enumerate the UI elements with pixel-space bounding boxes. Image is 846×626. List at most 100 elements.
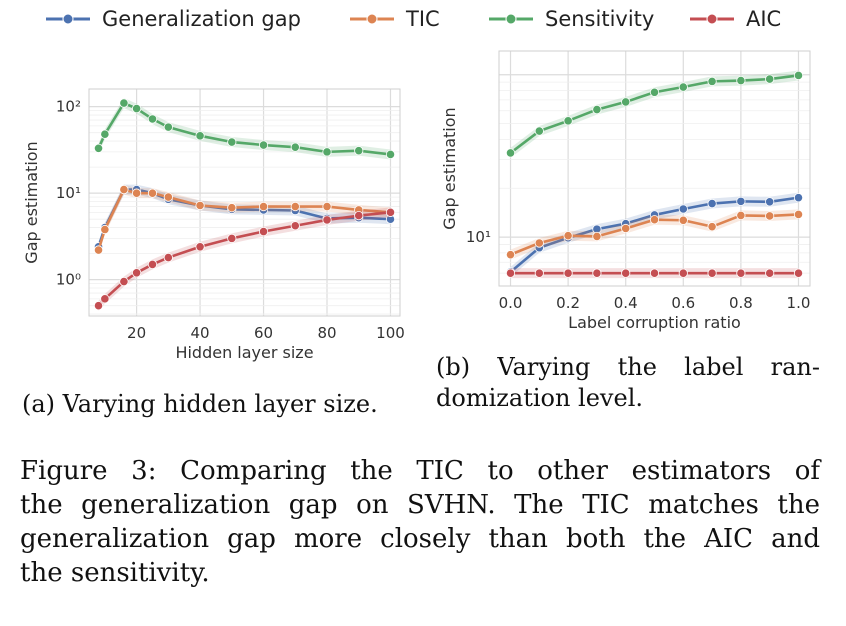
data-point	[119, 276, 129, 287]
data-point	[195, 242, 205, 252]
y-tick-label: 10²	[56, 98, 81, 116]
data-point	[649, 268, 660, 278]
data-point	[678, 82, 688, 92]
data-point	[534, 268, 544, 278]
data-point	[132, 188, 142, 198]
figure-caption-line: the sensitivity.	[20, 558, 210, 588]
data-point	[707, 222, 717, 232]
data-point	[290, 142, 300, 152]
data-point	[707, 268, 717, 278]
data-point	[678, 204, 688, 214]
data-point	[290, 201, 300, 212]
data-point	[563, 116, 573, 126]
x-tick-label: 0.6	[671, 294, 695, 312]
plot-frame	[498, 50, 811, 287]
data-point	[563, 268, 573, 278]
figure-caption: Figure 3: Comparing the TIC to other est…	[20, 454, 820, 590]
chart-panel-b: 0.0 0.2 0.4 0.6 0.8 1.0 10¹ Label corruption ra…	[440, 50, 811, 332]
y-tick-label: 10¹	[56, 184, 81, 202]
data-point	[505, 268, 516, 278]
data-point	[736, 76, 746, 86]
data-point	[649, 215, 660, 225]
data-point	[505, 148, 516, 158]
data-point	[163, 122, 173, 132]
legend-marker-icon	[690, 13, 734, 25]
data-point	[100, 129, 110, 139]
x-tick-label: 1.0	[787, 294, 811, 312]
data-point	[736, 196, 746, 206]
legend-label: Generalization gap	[102, 7, 301, 31]
series-band	[98, 184, 391, 256]
data-point	[621, 223, 631, 234]
data-point	[621, 97, 631, 107]
data-point	[765, 268, 775, 278]
data-point	[322, 215, 332, 225]
x-tick-label: 100	[376, 324, 405, 342]
x-tick-label: 80	[317, 324, 336, 342]
legend-item-generalization-gap: Generalization gap	[46, 6, 301, 32]
data-point	[258, 201, 269, 212]
y-axis-label: Gap estimation	[22, 141, 41, 263]
x-tick-label: 40	[191, 324, 210, 342]
data-point	[195, 131, 205, 141]
data-point	[736, 268, 746, 278]
legend-item-sensitivity: Sensitivity	[489, 6, 654, 32]
figure-caption-line: Figure 3: Comparing the TIC to other est…	[20, 456, 820, 486]
x-axis-label: Label corruption ratio	[568, 313, 741, 332]
legend-label: Sensitivity	[545, 7, 655, 31]
y-tick-label: 10⁰	[56, 271, 81, 289]
data-point	[707, 76, 717, 86]
y-axis-label: Gap estimation	[440, 107, 459, 229]
data-point	[592, 104, 602, 115]
data-point	[678, 215, 688, 225]
legend-label: AIC	[746, 7, 782, 31]
data-point	[592, 268, 602, 278]
legend-marker-icon	[46, 13, 90, 25]
x-tick-label: 60	[254, 324, 273, 342]
data-point	[707, 198, 717, 209]
legend-marker-icon	[350, 13, 394, 25]
data-point	[793, 268, 804, 278]
data-point	[100, 224, 110, 235]
plot-area	[89, 89, 400, 316]
figure-caption-line: generalization gap more closely than bot…	[20, 524, 820, 554]
subcaption-b: (b) Varying the label ran- domization le…	[436, 352, 820, 414]
data-point	[765, 211, 775, 221]
data-point	[505, 250, 516, 260]
subcaption-a: (a) Varying hidden layer size.	[22, 390, 378, 418]
figure-caption-line: the generalization gap on SVHN. The TIC …	[20, 490, 820, 520]
x-tick-label: 20	[127, 324, 146, 342]
data-point	[227, 137, 237, 147]
data-point	[163, 192, 173, 202]
data-point	[736, 210, 746, 221]
subcaption-b-line: domization level.	[436, 384, 643, 412]
data-point	[100, 294, 110, 304]
data-point	[385, 149, 396, 160]
data-point	[163, 252, 173, 263]
data-point	[93, 301, 104, 311]
x-tick-label: 0.2	[556, 294, 580, 312]
data-point	[195, 200, 205, 211]
data-point	[132, 268, 142, 278]
chart-panel-a: 20 40 60 80 100 10⁰ 10¹ 10² Hidden layer size Gap…	[22, 88, 405, 362]
data-point	[793, 209, 804, 220]
data-point	[534, 126, 544, 136]
x-tick-label: 0.8	[729, 294, 753, 312]
y-tick-label: 10¹	[466, 228, 491, 246]
data-point	[322, 201, 332, 212]
data-point	[793, 70, 804, 81]
legend-marker-icon	[489, 13, 533, 25]
x-axis-label: Hidden layer size	[175, 343, 313, 362]
data-point	[119, 98, 129, 108]
data-point	[765, 197, 775, 207]
subcaption-b-line: (b) Varying the label ran-	[436, 353, 820, 381]
data-point	[678, 268, 688, 278]
data-point	[592, 231, 602, 242]
x-tick-label: 0.0	[499, 294, 523, 312]
data-point	[147, 188, 158, 198]
x-tick-label: 0.4	[614, 294, 638, 312]
data-point	[290, 221, 300, 231]
data-point	[649, 87, 660, 97]
data-point	[621, 268, 631, 278]
